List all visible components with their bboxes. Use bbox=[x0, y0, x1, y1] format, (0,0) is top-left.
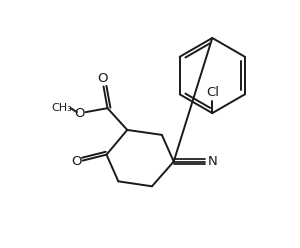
Text: O: O bbox=[72, 155, 82, 168]
Text: O: O bbox=[97, 72, 108, 85]
Text: O: O bbox=[74, 107, 85, 120]
Text: N: N bbox=[207, 155, 217, 168]
Text: Cl: Cl bbox=[206, 86, 219, 99]
Text: CH₃: CH₃ bbox=[52, 103, 72, 113]
